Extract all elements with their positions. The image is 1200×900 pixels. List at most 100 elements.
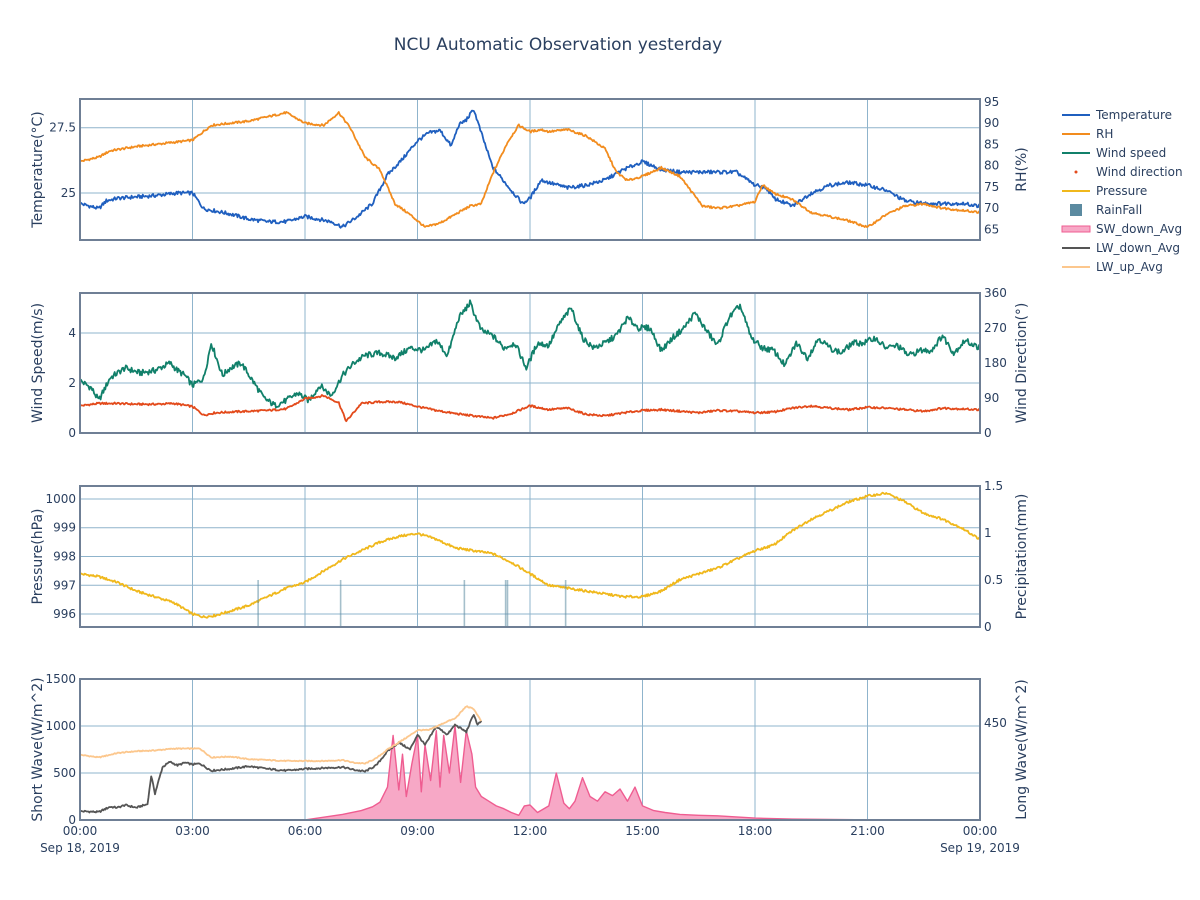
legend-item[interactable]: Pressure (1062, 184, 1147, 198)
x-tick-label: 18:00 (738, 824, 773, 838)
x-tick-label: 03:00 (175, 824, 210, 838)
legend-label: RH (1096, 127, 1113, 141)
y2-tick-label: 180 (984, 356, 1007, 370)
panel-2: 0 2 4 0 90 180 270 360 Wind Speed(m/s) Wind Direc… (30, 286, 1030, 440)
legend-label: LW_down_Avg (1096, 241, 1180, 255)
panel-1: 25 27.5 65 70 75 80 85 90 95 Temperature(°C) RH(%) (30, 95, 1030, 241)
chart-title: NCU Automatic Observation yesterday (394, 35, 722, 55)
x-tick-date-label: Sep 18, 2019 (40, 841, 120, 855)
legend-item[interactable]: SW_down_Avg (1061, 222, 1182, 236)
y2-tick-label: 1 (984, 526, 992, 540)
y2-tick-label: 65 (984, 222, 999, 236)
y1-axis-label: Temperature(°C) (30, 111, 46, 228)
x-tick-label: 06:00 (288, 824, 323, 838)
y1-axis-label: Pressure(hPa) (30, 509, 46, 605)
y1-tick-label: 0 (68, 813, 76, 827)
legend-square-swatch (1070, 204, 1082, 216)
y1-tick-label: 25 (61, 186, 76, 200)
series-group (80, 299, 980, 423)
legend-item[interactable]: LW_down_Avg (1062, 241, 1180, 255)
series-group (80, 705, 980, 820)
lw-down-avg-series-line (80, 714, 483, 814)
y2-tick-label: 360 (984, 286, 1007, 300)
y2-tick-label: 450 (984, 716, 1007, 730)
y2-tick-label: 270 (984, 321, 1007, 335)
y2-tick-label: 85 (984, 137, 999, 151)
x-tick-label: 00:00 (963, 824, 998, 838)
y2-axis-label: Precipitation(mm) (1014, 494, 1030, 620)
y1-tick-label: 999 (53, 521, 76, 535)
y2-axis-label: Wind Direction(°) (1014, 303, 1030, 424)
x-tick-date-label: Sep 19, 2019 (940, 841, 1020, 855)
series-group (80, 491, 980, 627)
y1-tick-label: 4 (68, 326, 76, 340)
y1-tick-label: 997 (53, 578, 76, 592)
panel-frame (79, 292, 981, 434)
y2-tick-label: 95 (984, 95, 999, 109)
rainfall-bar (257, 580, 259, 627)
legend-label: Wind speed (1096, 146, 1166, 160)
legend-dot-swatch (1074, 170, 1078, 174)
legend-label: SW_down_Avg (1096, 222, 1182, 236)
rh-series-line (80, 111, 980, 228)
series-group (80, 109, 980, 229)
temperature-series-line (80, 109, 980, 229)
y1-tick-label: 500 (53, 766, 76, 780)
rainfall-bar (504, 580, 507, 627)
y1-tick-label: 1500 (45, 672, 76, 686)
rainfall-bar (564, 580, 567, 627)
x-tick-label: 12:00 (513, 824, 548, 838)
panel-frame (79, 98, 981, 241)
x-tick-label: 21:00 (850, 824, 885, 838)
legend-label: RainFall (1096, 203, 1142, 217)
rainfall-bar (506, 580, 509, 627)
y1-tick-label: 996 (53, 607, 76, 621)
y1-axis-label: Short Wave(W/m^2) (30, 677, 46, 821)
legend-fill-swatch (1061, 225, 1091, 233)
pressure-series-line (80, 491, 980, 619)
legend: Temperature RH Wind speed Wind direction Pre… (1061, 108, 1183, 274)
sw-down-avg-series-line (80, 725, 980, 820)
legend-item[interactable]: LW_up_Avg (1062, 260, 1163, 274)
y1-axis-label: Wind Speed(m/s) (30, 303, 46, 423)
y2-axis-label: RH(%) (1014, 147, 1030, 191)
legend-label: Temperature (1095, 108, 1172, 122)
panel-4: 0 500 1000 1500 450 Short Wave(W/m^2) Long Wav… (30, 672, 1030, 827)
wind-speed-series-line (80, 299, 980, 409)
legend-item[interactable]: RainFall (1070, 203, 1142, 217)
x-tick-label: 15:00 (625, 824, 660, 838)
y1-tick-label: 2 (68, 376, 76, 390)
panel-frame (79, 485, 981, 628)
y2-tick-label: 90 (984, 116, 999, 130)
y2-tick-label: 70 (984, 201, 999, 215)
x-tick-label: 00:00 (63, 824, 98, 838)
y1-tick-label: 1000 (45, 719, 76, 733)
y2-tick-label: 0.5 (984, 573, 1003, 587)
y1-tick-label: 998 (53, 550, 76, 564)
legend-label: LW_up_Avg (1096, 260, 1163, 274)
legend-label: Wind direction (1096, 165, 1183, 179)
legend-item[interactable]: Wind direction (1074, 165, 1183, 179)
lw-up-avg-series-line (80, 705, 482, 765)
x-axis: 00:00 Sep 18, 2019 03:00 06:00 09:00 12:00 15:… (40, 824, 1020, 855)
y2-tick-label: 75 (984, 180, 999, 194)
chart-panels: 25 27.5 65 70 75 80 85 90 95 Temperature(°C) RH(%)… (30, 95, 1030, 827)
legend-item[interactable]: Temperature (1062, 108, 1172, 122)
panel-3: 996 997 998 999 1000 0 0.5 1 1.5 Pressure(hPa) Pre… (30, 479, 1030, 634)
y2-tick-label: 0 (984, 620, 992, 634)
y2-tick-label: 80 (984, 159, 999, 173)
panel-frame (79, 678, 981, 821)
rainfall-bar (339, 580, 342, 627)
y2-tick-label: 1.5 (984, 479, 1003, 493)
y1-tick-label: 27.5 (49, 121, 76, 135)
y2-axis-label: Long Wave(W/m^2) (1014, 679, 1030, 820)
rainfall-bar (463, 580, 466, 627)
y1-tick-label: 0 (68, 426, 76, 440)
y1-tick-label: 1000 (45, 492, 76, 506)
legend-item[interactable]: RH (1062, 127, 1113, 141)
legend-item[interactable]: Wind speed (1062, 146, 1166, 160)
y2-tick-label: 0 (984, 426, 992, 440)
wind-direction-series-line (80, 394, 980, 423)
y2-tick-label: 90 (984, 391, 999, 405)
